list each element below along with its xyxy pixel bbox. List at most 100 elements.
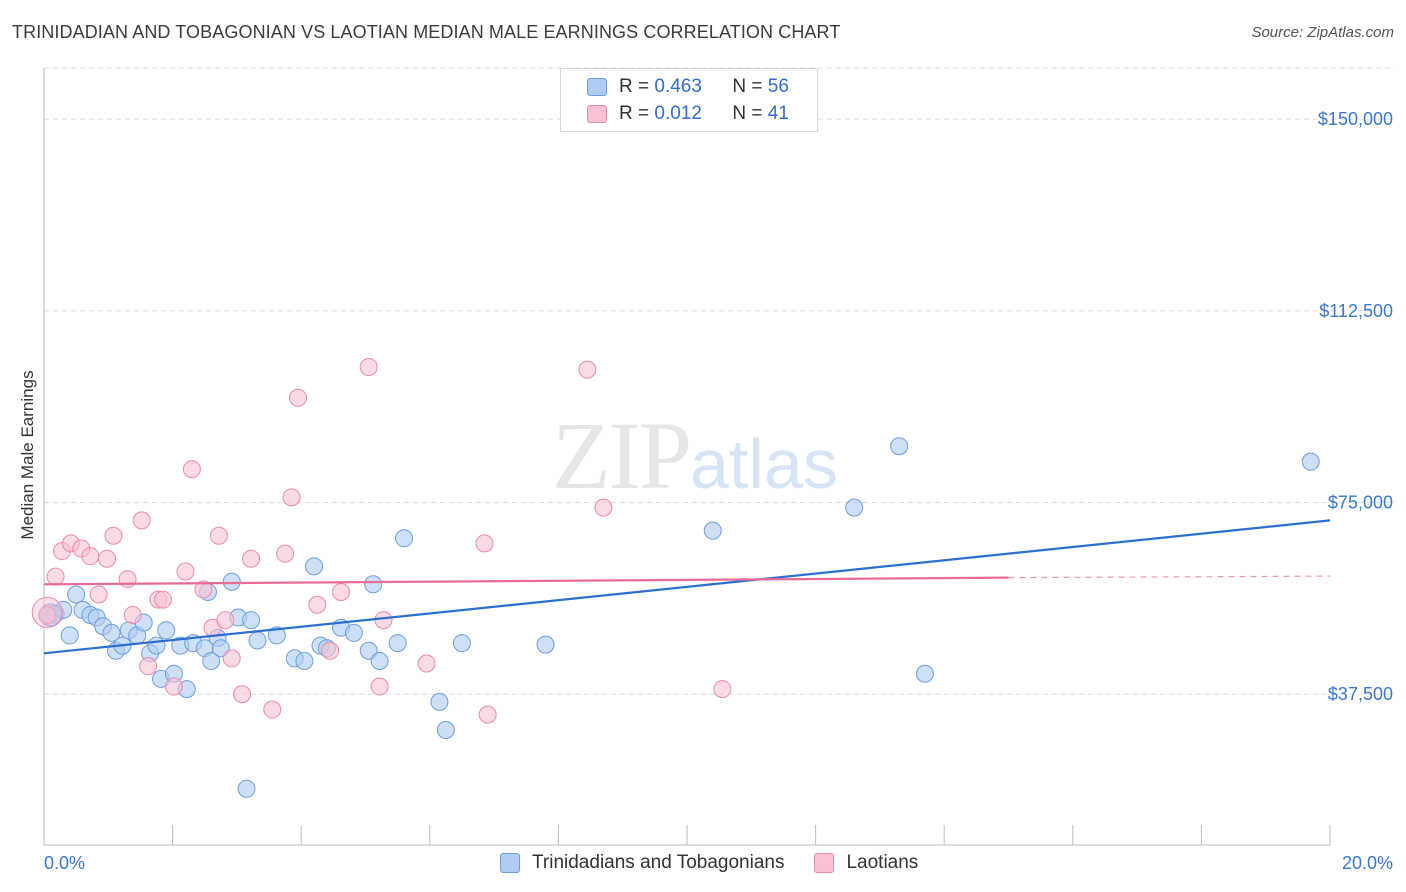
- trinidadian-point: [915, 664, 934, 683]
- laotian-point: [594, 498, 613, 517]
- laotian-point: [478, 705, 497, 724]
- trinidadian-point: [703, 521, 722, 540]
- legend-n-label: N =: [732, 76, 763, 97]
- y-tick-label: $112,500: [1319, 301, 1393, 321]
- trinidadian-point: [890, 437, 909, 456]
- watermark-zip: ZIP: [552, 402, 692, 509]
- laotian-point: [132, 511, 151, 530]
- blue-swatch-icon: [587, 78, 607, 96]
- trinidadian-point: [305, 557, 324, 576]
- series-laotians-points: [31, 358, 732, 724]
- laotian-point: [89, 585, 108, 604]
- laotian-point: [139, 657, 158, 676]
- laotian-point: [332, 582, 351, 601]
- watermark: ZIPatlas: [552, 400, 838, 511]
- axes: [43, 68, 1331, 846]
- laotian-cluster-point: [31, 596, 63, 628]
- trinidadian-point: [147, 636, 166, 655]
- laotian-point: [417, 654, 436, 673]
- trinidadian-point: [364, 575, 383, 594]
- correlation-legend: R = 0.463 N = 56 R = 0.012 N = 41: [560, 68, 818, 132]
- laotian-point: [233, 685, 252, 704]
- y-tick-label: $75,000: [1328, 493, 1393, 513]
- trinidadian-point: [202, 651, 221, 670]
- laotian-point: [370, 677, 389, 696]
- legend-r-value: 0.012: [654, 103, 702, 124]
- laotian-point: [46, 567, 65, 586]
- trinidadian-point: [157, 621, 176, 640]
- laotian-point: [308, 595, 327, 614]
- legend-r-label: R =: [619, 76, 650, 97]
- legend-r-label: R =: [619, 103, 650, 124]
- laotian-point: [222, 649, 241, 668]
- y-tick-label: $150,000: [1318, 109, 1393, 129]
- blue-square-icon: [500, 853, 520, 873]
- legend-item-trinidadians[interactable]: Trinidadians and Tobagonians: [500, 852, 784, 874]
- legend-n-value: 41: [767, 103, 789, 124]
- trinidadian-point: [344, 623, 363, 642]
- legend-row-laotians: R = 0.012 N = 41: [587, 102, 789, 126]
- laotian-point: [118, 570, 137, 589]
- laotian-point: [153, 590, 172, 609]
- watermark-atlas: atlas: [690, 425, 838, 503]
- chart-title: TRINIDADIAN AND TOBAGONIAN VS LAOTIAN ME…: [12, 22, 841, 42]
- legend-item-label: Trinidadians and Tobagonians: [532, 852, 785, 873]
- laotian-trend-extension: [1008, 575, 1331, 579]
- trend-lines: [43, 519, 1331, 655]
- trinidadian-point: [1301, 452, 1320, 471]
- trinidadian-point: [370, 651, 389, 670]
- grid-lines: [44, 67, 1395, 695]
- legend-row-trinidadians: R = 0.463 N = 56: [587, 75, 789, 99]
- laotian-point: [98, 549, 117, 568]
- laotian-point: [38, 605, 57, 624]
- laotian-point: [374, 611, 393, 630]
- laotian-point: [359, 358, 378, 377]
- trinidadian-point: [237, 779, 256, 798]
- x-tick-label: 20.0%: [1342, 853, 1393, 873]
- legend-n-label: N =: [732, 103, 763, 124]
- laotian-point: [288, 388, 307, 407]
- legend-item-label: Laotians: [846, 852, 919, 873]
- laotian-point: [216, 611, 235, 630]
- pink-swatch-icon: [587, 105, 607, 123]
- series-legend: Trinidadians and Tobagonians Laotians: [500, 852, 948, 874]
- laotian-point: [276, 544, 295, 563]
- trinidadian-point: [395, 529, 414, 548]
- laotian-point: [164, 677, 183, 696]
- trinidadian-point: [452, 634, 471, 653]
- trinidadian-point: [267, 626, 286, 645]
- legend-n-value: 56: [767, 76, 789, 97]
- laotian-point: [282, 488, 301, 507]
- trinidadian-point: [222, 572, 241, 591]
- laotian-point: [194, 580, 213, 599]
- trinidadian-point: [388, 634, 407, 653]
- laotian-point: [242, 549, 261, 568]
- laotian-point: [713, 680, 732, 699]
- laotian-point: [176, 562, 195, 581]
- source-credit: Source: ZipAtlas.com: [1251, 24, 1394, 41]
- laotian-trend-line: [43, 576, 1009, 586]
- trinidadian-point: [295, 651, 314, 670]
- laotian-point: [123, 605, 142, 624]
- trinidadian-trend-line: [43, 519, 1331, 655]
- laotian-point: [263, 700, 282, 719]
- trinidadian-point: [430, 692, 449, 711]
- laotian-point: [81, 547, 100, 566]
- laotian-point: [475, 534, 494, 553]
- legend-item-laotians[interactable]: Laotians: [814, 852, 918, 874]
- laotian-point: [182, 460, 201, 479]
- trinidadian-point: [536, 635, 555, 654]
- trinidadian-point: [845, 498, 864, 517]
- laotian-point: [321, 641, 340, 660]
- trinidadian-point: [102, 623, 121, 642]
- y-tick-label: $37,500: [1328, 684, 1393, 704]
- trinidadian-point: [242, 611, 261, 630]
- trinidadian-point: [436, 720, 455, 739]
- x-tick-label: 0.0%: [44, 853, 85, 873]
- laotian-point: [104, 526, 123, 545]
- trinidadian-point: [60, 626, 79, 645]
- trinidadian-point: [67, 585, 86, 604]
- laotian-point: [209, 526, 228, 545]
- tick-labels: $37,500 $75,000 $112,500 $150,000 0.0% 20.0%: [44, 109, 1393, 873]
